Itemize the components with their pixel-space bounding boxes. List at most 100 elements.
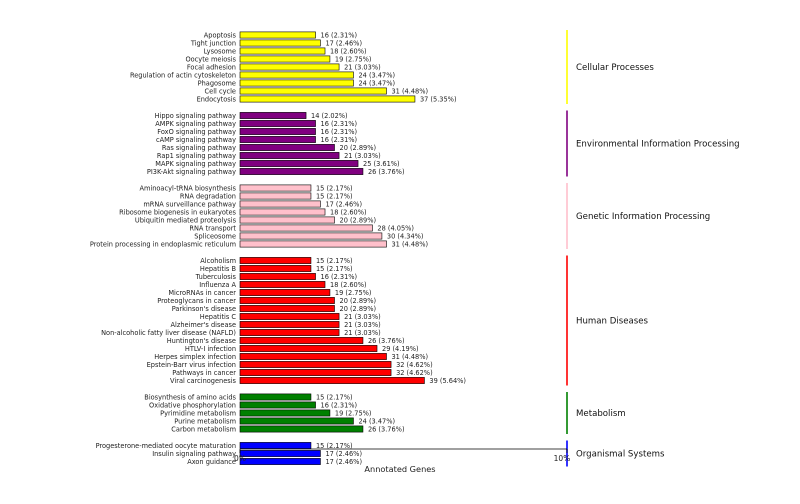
category-label: Pathways in cancer bbox=[172, 369, 236, 377]
bar-pathways-in-cancer bbox=[239, 369, 392, 376]
value-label: 20 (2.89%) bbox=[340, 216, 377, 224]
bar-epstein-barr-virus-infection bbox=[239, 361, 392, 368]
category-label: Herpes simplex infection bbox=[154, 353, 236, 361]
bar-camp-signaling-pathway bbox=[239, 136, 316, 143]
value-label: 26 (3.76%) bbox=[368, 337, 405, 345]
bar-mapk-signaling-pathway bbox=[239, 160, 359, 167]
category-label: Spliceosome bbox=[194, 232, 236, 240]
value-label: 15 (2.17%) bbox=[316, 192, 353, 200]
value-label: 37 (5.35%) bbox=[420, 95, 457, 103]
category-label: mRNA surveillance pathway bbox=[143, 200, 236, 208]
category-label: PI3K-Akt signaling pathway bbox=[147, 168, 236, 176]
value-label: 31 (4.48%) bbox=[391, 353, 428, 361]
group-metabolism: Biosynthesis of amino acids 15 (2.17%) Oxi… bbox=[144, 392, 626, 434]
category-label: Proteoglycans in cancer bbox=[157, 297, 236, 305]
value-label: 29 (4.19%) bbox=[382, 345, 419, 353]
bar-spliceosome bbox=[239, 232, 383, 240]
value-label: 26 (3.76%) bbox=[368, 168, 405, 176]
value-label: 19 (2.75%) bbox=[335, 55, 372, 63]
value-label: 16 (2.31%) bbox=[321, 120, 358, 128]
bar-alcoholism bbox=[239, 257, 312, 264]
group-label: Organismal Systems bbox=[576, 450, 665, 460]
bar-focal-adhesion bbox=[239, 63, 340, 71]
category-label: Parkinson's disease bbox=[172, 305, 236, 313]
category-label: Viral carcinogenesis bbox=[170, 377, 237, 385]
group-label: Cellular Processes bbox=[576, 63, 654, 73]
category-label: Axon guidance bbox=[187, 458, 236, 466]
bar-oocyte-meiosis bbox=[239, 55, 331, 63]
group-label: Human Diseases bbox=[576, 317, 649, 327]
value-label: 19 (2.75%) bbox=[335, 289, 372, 297]
category-label: Huntington's disease bbox=[167, 337, 236, 345]
category-label: Hepatitis B bbox=[200, 265, 237, 273]
bar-foxo-signaling-pathway bbox=[239, 128, 316, 135]
category-label: Alcoholism bbox=[200, 257, 236, 265]
bar-carbon-metabolism bbox=[239, 425, 364, 433]
value-label: 18 (2.60%) bbox=[330, 47, 367, 55]
value-label: 16 (2.31%) bbox=[321, 136, 358, 144]
category-label: Pyrimidine metabolism bbox=[160, 409, 236, 417]
category-label: AMPK signaling pathway bbox=[155, 120, 236, 128]
group-organismal-systems: Progesterone-mediated oocyte maturation 1… bbox=[96, 440, 665, 467]
value-label: 19 (2.75%) bbox=[335, 409, 372, 417]
value-label: 17 (2.46%) bbox=[325, 458, 362, 466]
value-label: 21 (3.03%) bbox=[344, 63, 381, 71]
group-label: Genetic Information Processing bbox=[576, 212, 710, 222]
value-label: 26 (3.76%) bbox=[368, 425, 405, 433]
bar-biosynthesis-of-amino-acids bbox=[239, 393, 312, 401]
bar-proteoglycans-in-cancer bbox=[239, 297, 335, 304]
category-label: Rap1 signaling pathway bbox=[157, 152, 236, 160]
bar-purine-metabolism bbox=[239, 417, 354, 425]
category-label: Carbon metabolism bbox=[171, 425, 236, 433]
category-label: Epstein-Barr virus infection bbox=[147, 361, 236, 369]
value-label: 21 (3.03%) bbox=[344, 152, 381, 160]
value-label: 16 (2.31%) bbox=[321, 401, 358, 409]
category-label: cAMP signaling pathway bbox=[156, 136, 236, 144]
category-label: Hepatitis C bbox=[200, 313, 237, 321]
category-label: HTLV-I infection bbox=[185, 345, 236, 353]
bar-mrna-surveillance-pathway bbox=[239, 200, 321, 208]
value-label: 16 (2.31%) bbox=[321, 31, 358, 39]
bar-pi3k-akt-signaling-pathway bbox=[239, 168, 364, 175]
value-label: 17 (2.46%) bbox=[325, 450, 362, 458]
bar-rna-degradation bbox=[239, 192, 312, 200]
bar-oxidative-phosphorylation bbox=[239, 401, 316, 409]
value-label: 32 (4.62%) bbox=[396, 361, 433, 369]
category-label: Cell cycle bbox=[205, 87, 236, 95]
x-tick-label-0: 0% bbox=[234, 454, 246, 463]
category-label: Biosynthesis of amino acids bbox=[144, 393, 236, 401]
x-tick-label-10: 10% bbox=[554, 454, 571, 463]
category-label: Focal adhesion bbox=[187, 63, 236, 71]
bar-hepatitis-b bbox=[239, 265, 312, 272]
bar-rap1-signaling-pathway bbox=[239, 152, 340, 159]
category-label: MAPK signaling pathway bbox=[155, 160, 236, 168]
category-label: Regulation of actin cytoskeleton bbox=[130, 71, 236, 79]
category-label: RNA transport bbox=[189, 224, 236, 232]
group-label: Metabolism bbox=[576, 409, 626, 419]
value-label: 15 (2.17%) bbox=[316, 393, 353, 401]
value-label: 21 (3.03%) bbox=[344, 329, 381, 337]
category-label: Phagosome bbox=[198, 79, 236, 87]
bar-insulin-signaling-pathway bbox=[239, 450, 321, 457]
bar-phagosome bbox=[239, 79, 354, 87]
bar-tuberculosis bbox=[239, 273, 316, 280]
bar-alzheimer-s-disease bbox=[239, 321, 340, 328]
category-label: Ras signaling pathway bbox=[162, 144, 236, 152]
category-label: Tuberculosis bbox=[195, 273, 237, 281]
bar-ubiquitin-mediated-proteolysis bbox=[239, 216, 335, 224]
bar-htlv-i-infection bbox=[239, 345, 378, 352]
bar-lysosome bbox=[239, 47, 326, 55]
category-label: Hippo signaling pathway bbox=[155, 112, 237, 120]
value-label: 18 (2.60%) bbox=[330, 208, 367, 216]
bar-viral-carcinogenesis bbox=[239, 377, 425, 384]
category-label: Purine metabolism bbox=[174, 417, 236, 425]
value-label: 15 (2.17%) bbox=[316, 257, 353, 265]
value-label: 15 (2.17%) bbox=[316, 265, 353, 273]
group-cellular-processes: Apoptosis 16 (2.31%) Tight junction 17 (2.4… bbox=[130, 30, 654, 104]
category-label: Ribosome biogenesis in eukaryotes bbox=[119, 208, 236, 216]
bar-cell-cycle bbox=[239, 87, 387, 95]
bar-hippo-signaling-pathway bbox=[239, 112, 307, 119]
bar-endocytosis bbox=[239, 95, 416, 103]
category-label: Aminoacyl-tRNA biosynthesis bbox=[139, 184, 236, 192]
